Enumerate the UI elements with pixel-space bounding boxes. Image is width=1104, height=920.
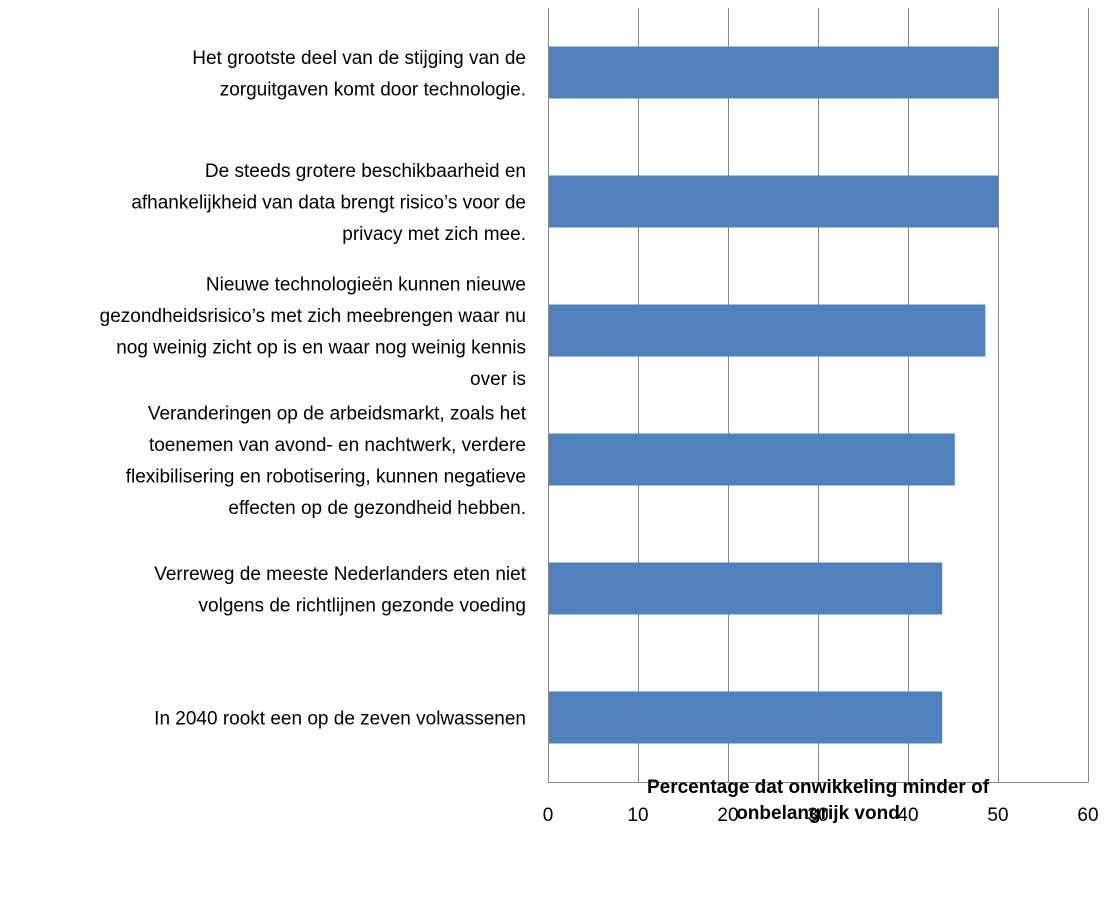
category-label-line: zorguitgaven komt door technologie. (220, 79, 526, 100)
x-tick-label: 60 (1077, 805, 1098, 826)
category-label-line: volgens de richtlijnen gezonde voeding (199, 595, 526, 616)
bar (549, 175, 998, 228)
category-label: In 2040 rookt een op de zeven volwassene… (154, 709, 526, 730)
bar (549, 304, 986, 357)
category-label-line: toenemen van avond- en nachtwerk, verder… (149, 435, 526, 456)
category-label: Het grootste deel van de stijging van de… (192, 48, 526, 101)
category-label-line: nog weinig zicht op is en waar nog weini… (116, 337, 526, 358)
axis-layer: 0 10 20 30 40 50 60 (543, 8, 1099, 826)
category-label-line: over is (470, 369, 526, 390)
category-label-line: flexibilisering en robotisering, kunnen … (126, 466, 526, 487)
category-label: Nieuwe technologieën kunnen nieuwe gezond… (100, 274, 526, 390)
bar (549, 691, 943, 744)
grid-layer (638, 8, 1089, 782)
bar (549, 46, 998, 99)
x-tick-label: 50 (987, 805, 1008, 826)
x-axis-title-line-2: onbelangrijk vond (736, 803, 900, 824)
category-label-line: Nieuwe technologieën kunnen nieuwe (206, 274, 526, 295)
x-tick-label: 20 (717, 805, 738, 826)
category-label: De steeds grotere beschikbaarheid en afha… (131, 161, 526, 245)
bar-layer (549, 46, 998, 744)
category-label-line: Veranderingen op de arbeidsmarkt, zoals … (148, 403, 527, 424)
x-tick-label: 10 (627, 805, 648, 826)
bar (549, 433, 955, 486)
x-axis-title: Percentage dat onwikkeling minder of onb… (548, 775, 1088, 827)
category-label-line: Verreweg de meeste Nederlanders eten nie… (154, 564, 527, 585)
category-label-layer: Het grootste deel van de stijging van de… (100, 48, 527, 730)
category-label-line: Het grootste deel van de stijging van de (192, 48, 526, 69)
bar (549, 562, 943, 615)
category-label-line: privacy met zich mee. (342, 224, 526, 245)
category-label: Verreweg de meeste Nederlanders eten nie… (154, 564, 527, 617)
x-tick-label: 40 (897, 805, 918, 826)
x-tick-label: 30 (807, 805, 828, 826)
category-label-line: In 2040 rookt een op de zeven volwassene… (154, 709, 526, 730)
category-label-line: gezondheidsrisico’s met zich meebrengen … (100, 306, 526, 327)
category-label-line: De steeds grotere beschikbaarheid en (205, 161, 526, 182)
category-label-line: afhankelijkheid van data brengt risico’s… (131, 193, 526, 214)
category-label: Veranderingen op de arbeidsmarkt, zoals … (126, 403, 527, 519)
x-axis-title-line-1: Percentage dat onwikkeling minder of (646, 777, 990, 798)
x-tick-label: 0 (543, 805, 554, 826)
category-label-line: effecten op de gezondheid hebben. (228, 498, 526, 519)
